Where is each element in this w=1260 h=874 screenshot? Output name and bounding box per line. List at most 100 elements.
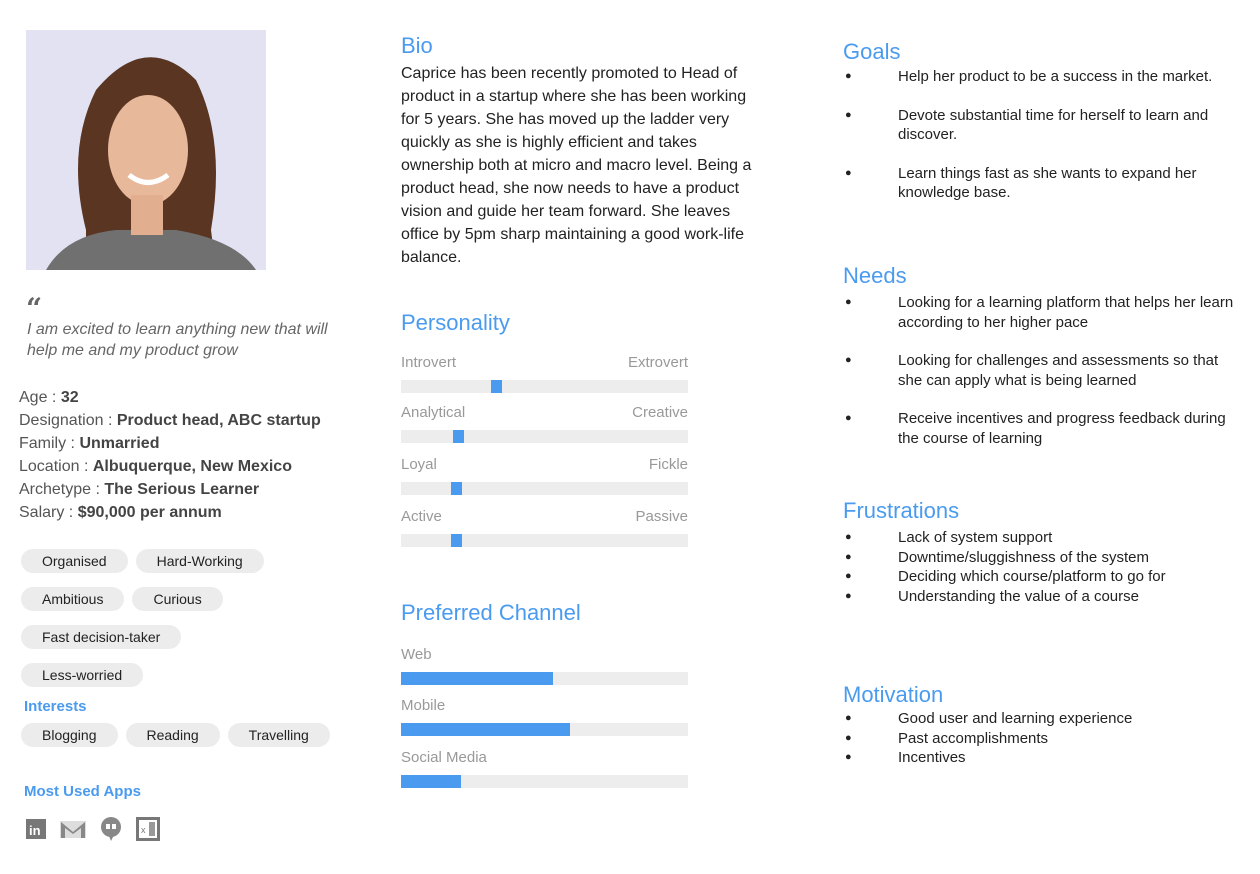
trait-chip: Fast decision-taker [21,625,182,649]
scale-labels: Active Passive [401,508,688,528]
personality-title: Personality [401,310,510,335]
list-item: Downtime/sluggishness of the system [845,548,1245,568]
quote-icon: “ [26,292,43,325]
scale-track [401,534,688,547]
scale-marker [450,482,462,495]
scale-left-label: Active [401,508,442,525]
scale-labels: Introvert Extrovert [401,354,688,374]
scale-marker [450,534,462,547]
scale-track [401,380,688,393]
scale-right-label: Fickle [648,456,688,473]
fact-label: Family : [19,435,80,452]
trait-chip: Hard-Working [135,549,264,573]
channel-bar: Social Media [401,749,688,788]
fact-label: Age : [19,389,61,406]
scale-right-label: Creative [632,404,688,421]
personality-scale: Loyal Fickle [401,456,688,495]
list-item: Looking for challenges and assessments s… [845,351,1245,390]
interest-chip: Travelling [227,723,330,747]
frustrations-title: Frustrations [843,498,960,523]
list-item: Help her product to be a success in the … [845,67,1245,87]
persona-photo [26,30,266,270]
personality-scale: Active Passive [401,508,688,547]
list-item: Looking for a learning platform that hel… [845,293,1245,332]
scale-left-label: Introvert [401,354,457,371]
fact-value: Product head, ABC startup [116,412,321,429]
channel-bar: Web [401,646,688,685]
trait-chip: Organised [21,549,128,573]
fact-value: 32 [60,389,79,406]
fact-row: Family : Unmarried [19,432,321,455]
frustrations-list: Lack of system supportDowntime/sluggishn… [845,528,1245,606]
apps-title: Most Used Apps [24,783,141,800]
fact-row: Salary : $90,000 per annum [19,501,321,524]
motivation-title: Motivation [843,682,944,707]
list-item: Understanding the value of a course [845,587,1245,607]
list-item: Learn things fast as she wants to expand… [845,164,1245,203]
scale-right-label: Extrovert [627,354,688,371]
scale-left-label: Loyal [401,456,437,473]
trait-chip: Curious [132,587,223,611]
list-item: Lack of system support [845,528,1245,548]
apps-list: in x [26,817,160,841]
channel-fill [401,672,554,685]
channel-label: Web [401,646,432,663]
hangouts-icon [101,817,121,841]
personality-scale: Analytical Creative [401,404,688,443]
fact-label: Archetype : [19,481,105,498]
interests-title: Interests [24,698,87,715]
linkedin-icon: in [26,819,46,839]
interests-list: Blogging Reading Travelling [21,723,361,747]
list-item: Past accomplishments [845,729,1245,749]
fact-value: $90,000 per annum [77,504,222,521]
channel-labels: Social Media [401,749,688,769]
fact-row: Archetype : The Serious Learner [19,478,321,501]
channel-track [401,775,688,788]
trait-chip: Ambitious [21,587,125,611]
needs-list: Looking for a learning platform that hel… [845,293,1245,467]
needs-title: Needs [843,263,907,288]
fact-row: Age : 32 [19,386,321,409]
fact-value: Unmarried [79,435,160,452]
fact-value: The Serious Learner [104,481,260,498]
bio-text: Caprice has been recently promoted to He… [401,65,752,266]
fact-label: Location : [19,458,93,475]
scale-left-label: Analytical [401,404,466,421]
persona-facts: Age : 32 Designation : Product head, ABC … [19,386,321,524]
list-item: Good user and learning experience [845,709,1245,729]
interest-chip: Blogging [21,723,118,747]
personality-scale: Introvert Extrovert [401,354,688,393]
svg-text:in: in [29,823,41,838]
channel-track [401,672,688,685]
channel-labels: Web [401,646,688,666]
channel-label: Mobile [401,697,446,714]
list-item: Incentives [845,748,1245,768]
scale-labels: Loyal Fickle [401,456,688,476]
list-item: Devote substantial time for herself to l… [845,106,1245,145]
fact-value: Albuquerque, New Mexico [92,458,292,475]
scale-marker [453,430,465,443]
gmail-icon [60,821,86,838]
channel-track [401,723,688,736]
fact-row: Designation : Product head, ABC startup [19,409,321,432]
fact-label: Designation : [19,412,117,429]
channel-bar: Mobile [401,697,688,736]
traits-list: Organised Hard-Working Ambitious Curious Fas… [21,549,361,687]
fact-row: Location : Albuquerque, New Mexico [19,455,321,478]
channel-label: Social Media [401,749,487,766]
scale-track [401,430,688,443]
scale-track [401,482,688,495]
svg-text:x: x [141,825,146,835]
scale-labels: Analytical Creative [401,404,688,424]
channel-fill [401,723,571,736]
bio-title: Bio [401,33,433,58]
goals-title: Goals [843,39,901,64]
list-item: Receive incentives and progress feedback… [845,409,1245,448]
persona-quote: I am excited to learn anything new that … [27,321,328,359]
scale-marker [490,380,502,393]
channel-labels: Mobile [401,697,688,717]
channel-fill [401,775,462,788]
scale-right-label: Passive [635,508,688,525]
channel-title: Preferred Channel [401,600,581,625]
interest-chip: Reading [125,723,220,747]
